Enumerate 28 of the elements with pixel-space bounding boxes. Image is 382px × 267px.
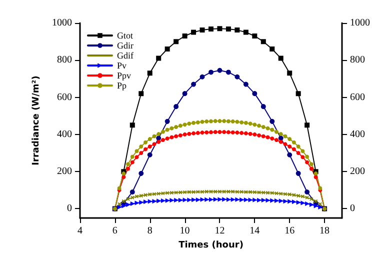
y-tick-label: 400 xyxy=(57,128,72,140)
y2-tick-label: 600 xyxy=(350,92,365,103)
x-tick-label: 14 xyxy=(250,226,260,236)
legend-label: Gtot xyxy=(117,30,134,40)
x-tick-label: 12 xyxy=(214,226,225,236)
x-axis-title: Times (hour) xyxy=(178,240,244,250)
legend-label: Ppv xyxy=(117,70,132,80)
legend-label: Gdif xyxy=(117,50,134,60)
y-tick-label: 0 xyxy=(67,203,72,214)
y2-tick-label: 1000 xyxy=(350,18,370,28)
y2-tick-label: 0 xyxy=(350,203,355,214)
x-tick-label: 10 xyxy=(180,226,190,236)
x-tick-label: 8 xyxy=(147,226,152,236)
legend-label: Pv xyxy=(117,60,128,70)
y2-tick-label: 200 xyxy=(350,166,365,178)
x-tick-label: 4 xyxy=(78,226,82,236)
x-tick-label: 18 xyxy=(320,226,330,236)
x-tick-label: 16 xyxy=(284,226,295,236)
y-tick-label: 600 xyxy=(57,92,72,103)
y2-tick-label: 800 xyxy=(350,54,365,66)
y-tick-label: 800 xyxy=(57,54,72,66)
legend-label: Pp xyxy=(117,80,128,90)
y2-tick-label: 400 xyxy=(350,128,365,140)
y-axis-title: Irradiance (W/m²) xyxy=(32,76,42,166)
y-tick-label: 1000 xyxy=(52,18,72,28)
y-tick-label: 200 xyxy=(57,166,72,178)
x-tick-label: 6 xyxy=(112,226,118,236)
legend-label: Gdir xyxy=(117,40,134,50)
